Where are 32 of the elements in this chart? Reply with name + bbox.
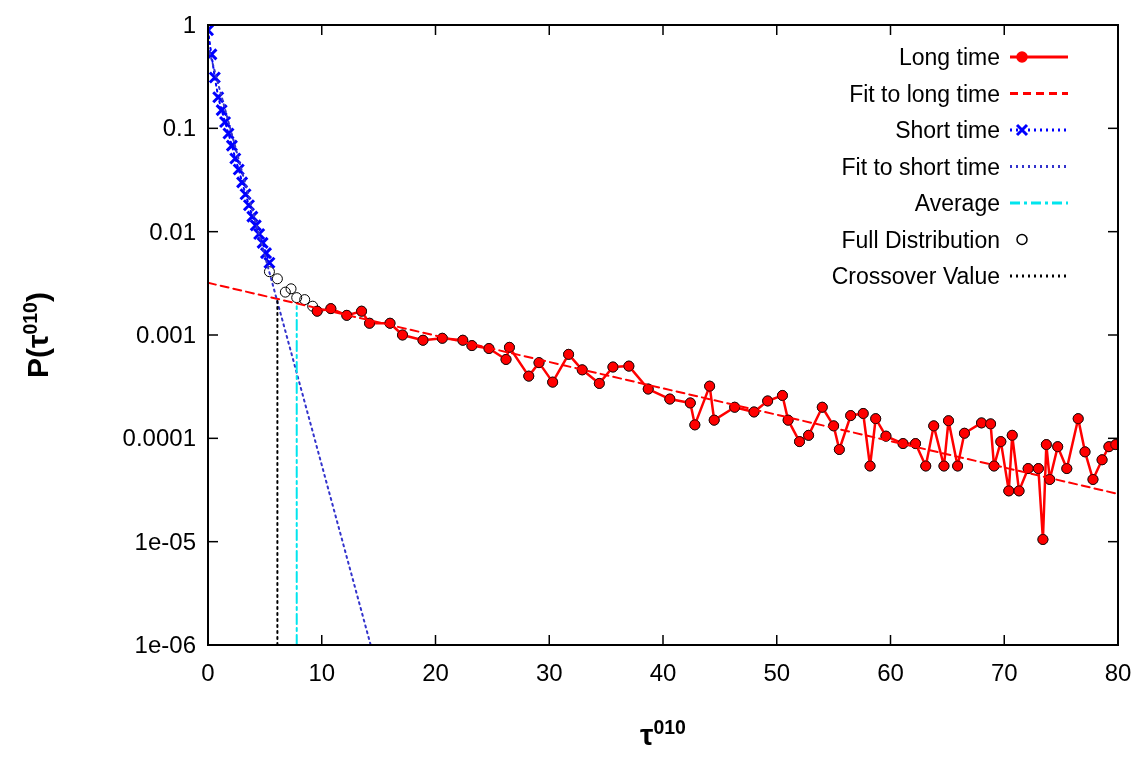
point <box>218 115 232 129</box>
x-tick-label: 60 <box>877 659 904 686</box>
x-axis-title: τ$^{010}$ <box>640 716 687 751</box>
y-tick-label: 1 <box>182 11 196 38</box>
legend-label: Short time <box>895 117 1000 143</box>
y-tick-label: 1e-05 <box>134 527 196 555</box>
x-tick-label: 50 <box>763 659 791 686</box>
legend-label: Fit to short time <box>841 153 1000 180</box>
x-tick-label: 80 <box>1104 659 1132 686</box>
point <box>262 256 276 270</box>
x-tick-label: 0 <box>201 659 215 686</box>
y-tick-label: 0.01 <box>149 217 196 245</box>
legend-label: Fit to long time <box>849 80 1000 107</box>
point <box>221 127 235 141</box>
point <box>225 139 239 153</box>
point <box>256 236 270 250</box>
y-tick-label: 0.0001 <box>122 424 196 452</box>
legend-label: Full Distribution <box>841 226 1000 253</box>
x-tick-label: 10 <box>308 659 336 686</box>
x-tick-label: 30 <box>535 659 563 686</box>
x-tick-label: 70 <box>990 659 1018 686</box>
legend-label: Crossover Value <box>831 263 1000 289</box>
point <box>215 103 229 117</box>
point <box>249 218 263 232</box>
y-tick-label: 0.1 <box>162 114 196 142</box>
x-tick-label: 40 <box>649 659 677 686</box>
legend-label: Long time <box>898 44 1000 70</box>
y-tick-label: 0.001 <box>135 321 196 348</box>
y-tick-label: 1e-06 <box>134 631 196 658</box>
legend-label: Average <box>914 190 1000 216</box>
point <box>211 90 225 104</box>
x-tick-label: 20 <box>422 659 449 686</box>
